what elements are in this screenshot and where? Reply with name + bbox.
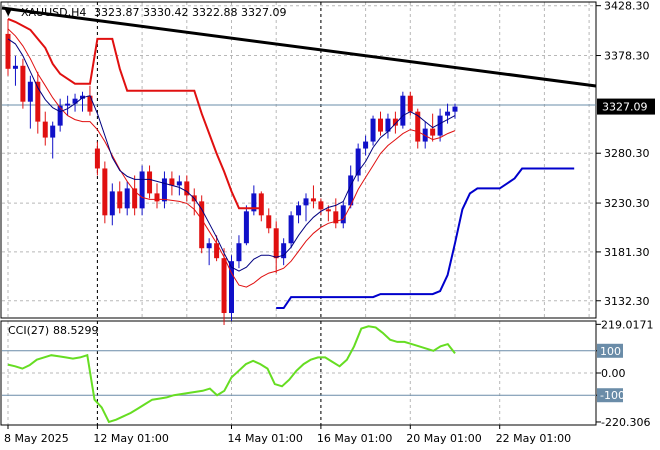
cci-tick-label: 0.00: [601, 367, 626, 380]
cci-tick-label: 100: [600, 345, 621, 358]
candle-body: [407, 95, 413, 112]
candle-body: [273, 228, 279, 259]
candle-body: [57, 105, 63, 126]
candle-body: [117, 191, 123, 209]
candle-body: [20, 65, 26, 102]
price-axis: 3428.30 3378.30 3327.09 3280.30 3230.30 3181.…: [596, 0, 655, 308]
candle-body: [12, 65, 18, 69]
candle-body: [310, 198, 316, 202]
candle-body: [229, 261, 234, 314]
candle-body: [87, 95, 93, 112]
candle-body: [400, 95, 406, 126]
candle-body: [109, 191, 115, 216]
time-tick-label: 8 May 2025: [4, 432, 69, 445]
cci-axis: 219.0171 100 0.00 -100 -220.306: [596, 318, 654, 429]
candle-body: [199, 201, 205, 249]
cci-line: [7, 325, 456, 424]
candle-body: [50, 125, 56, 138]
time-tick-label: 12 May 01:00: [93, 432, 168, 445]
candle-body: [258, 193, 264, 216]
red-stop-line: [7, 17, 262, 210]
cci-tick-label: -220.306: [601, 416, 650, 429]
candle-body: [206, 243, 212, 249]
candle-body: [102, 168, 108, 216]
cci-level-tag: [597, 343, 623, 358]
candle-body: [348, 175, 354, 206]
time-tick-label: 22 May 01:00: [496, 432, 571, 445]
candle-body: [363, 141, 369, 149]
candle-body: [147, 171, 153, 194]
price-tick-label: 3378.30: [604, 50, 650, 63]
candle-body: [430, 128, 436, 136]
price-tick-label: 3132.30: [604, 295, 650, 308]
trendline: [1, 6, 597, 88]
current-price-label: 3327.09: [602, 101, 648, 114]
symbol-arrow-icon: ▼: [4, 5, 13, 18]
candle-body: [139, 171, 145, 209]
cci-tick-label: 219.0171: [601, 318, 654, 331]
candle-body: [124, 188, 130, 209]
candle-body: [325, 209, 331, 212]
main-grid: [2, 2, 596, 318]
candle-body: [176, 181, 182, 186]
candle-body: [72, 98, 78, 104]
candle-body: [452, 106, 458, 112]
time-tick-label: 16 May 01:00: [317, 432, 392, 445]
candle-body: [266, 215, 272, 229]
candle-body: [243, 211, 249, 244]
candle-body: [281, 243, 287, 259]
candle-body: [169, 178, 175, 186]
candle-body: [42, 121, 48, 138]
candle-body: [184, 181, 190, 196]
ohlc-readout: 3323.87 3330.42 3322.88 3327.09: [94, 6, 286, 19]
candle-body: [296, 205, 302, 216]
candle-body: [35, 81, 41, 122]
candle-body: [437, 115, 443, 136]
candle-body: [251, 193, 257, 212]
time-axis: 8 May 2025 12 May 01:00 14 May 01:00 16 May…: [4, 425, 571, 445]
main-panel-frame: [0, 1, 597, 319]
cci-value: 88.5299: [53, 324, 99, 337]
candle-body: [340, 205, 346, 224]
candle-body: [303, 198, 309, 206]
candle-body: [236, 243, 242, 262]
time-tick-label: 20 May 01:00: [406, 432, 481, 445]
candle-body: [221, 258, 227, 314]
candle-body: [355, 148, 361, 176]
candle-body: [288, 215, 294, 244]
cci-tick-label: -100: [600, 389, 625, 402]
candle-body: [214, 243, 220, 259]
fast-moving-average-line: [7, 38, 456, 272]
price-tick-label: 3428.30: [604, 0, 650, 13]
price-tick-label: 3181.30: [604, 246, 650, 259]
candle-body: [445, 111, 451, 116]
current-price-tag: [597, 98, 655, 115]
candle-body: [161, 178, 167, 202]
candle-body: [154, 193, 160, 202]
candle-body: [415, 111, 421, 142]
candle-body: [94, 148, 100, 169]
symbol-label: XAUUSD,H4: [21, 6, 86, 19]
candle-body: [385, 118, 391, 132]
candle-body: [333, 211, 339, 224]
price-tick-label: 3280.30: [604, 147, 650, 160]
cci-level-tag: [597, 388, 623, 403]
candle-body: [318, 201, 324, 210]
candle-body: [65, 103, 71, 106]
price-tick-label: 3230.30: [604, 197, 650, 210]
time-tick-label: 14 May 01:00: [228, 432, 303, 445]
candle-body: [392, 118, 398, 126]
candle-body: [370, 118, 376, 142]
candle-body: [5, 33, 11, 69]
candle-body: [132, 188, 138, 209]
candle-body: [378, 118, 383, 132]
cci-label: CCI(27): [8, 324, 49, 337]
blue-stop-line: [276, 167, 575, 309]
cci-level-lines: [2, 350, 596, 396]
candles: [5, 18, 458, 325]
candle-body: [27, 81, 33, 102]
slow-moving-average-line: [7, 28, 456, 288]
